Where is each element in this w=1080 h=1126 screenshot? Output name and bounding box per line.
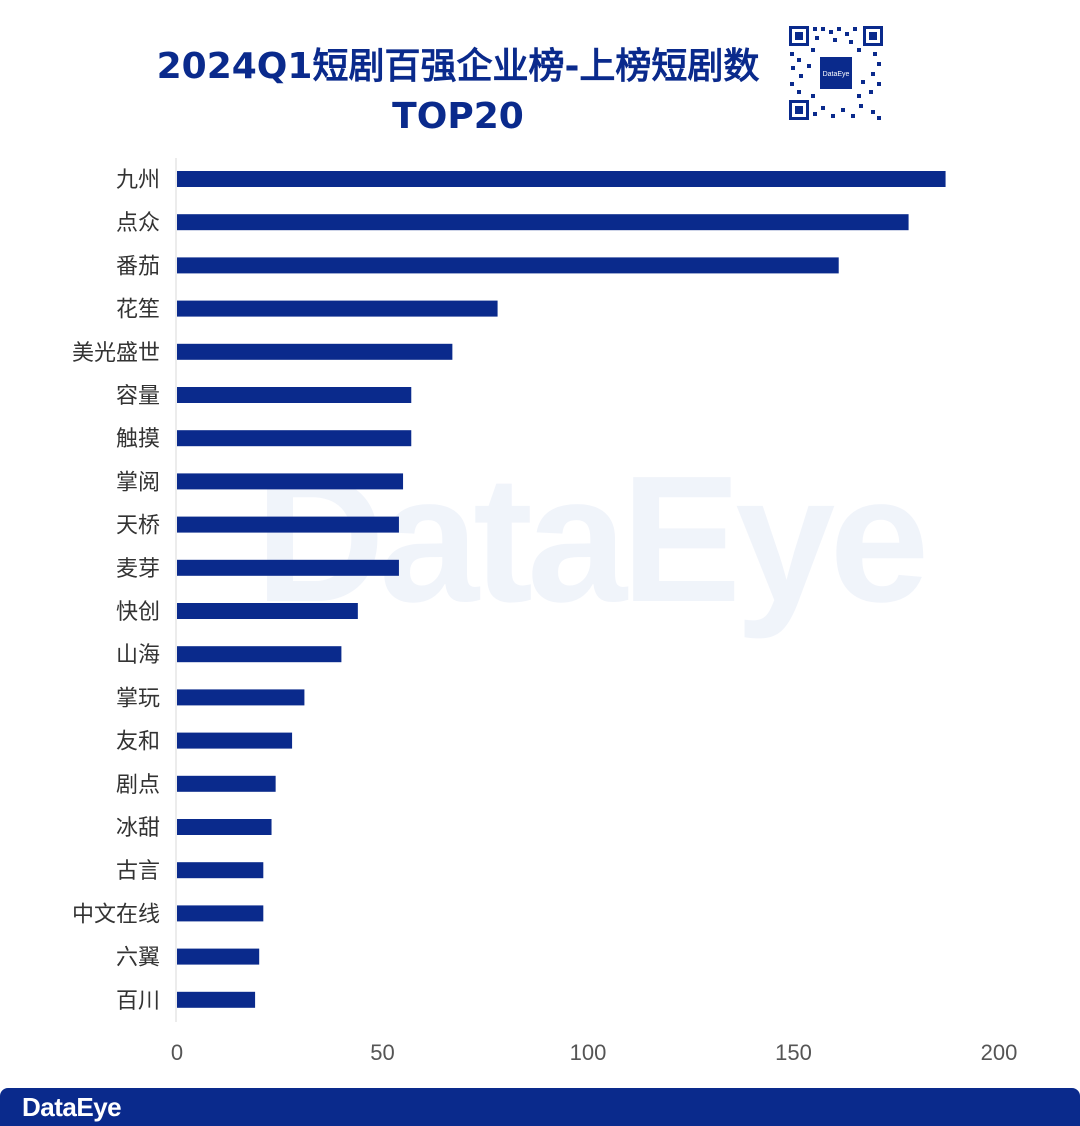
bar (177, 646, 342, 663)
chart-title-line1: 2024Q1短剧百强企业榜-上榜短剧数 (156, 46, 760, 87)
bar (177, 948, 260, 965)
x-tick-label: 150 (775, 1040, 812, 1065)
bar (177, 257, 839, 274)
category-labels-group: 九州点众番茄花笙美光盛世容量触摸掌阅天桥麦芽快创山海掌玩友和剧点冰甜古言中文在线… (72, 168, 160, 1014)
bar (177, 300, 498, 317)
bar (177, 905, 264, 922)
category-label: 麦芽 (116, 557, 160, 582)
category-label: 掌玩 (116, 686, 160, 711)
bar (177, 473, 404, 490)
category-label: 古言 (116, 859, 160, 884)
bar (177, 430, 412, 447)
category-label: 剧点 (116, 773, 160, 798)
bar (177, 343, 453, 360)
bar (177, 516, 399, 533)
x-tick-labels-group: 0 50 100 150 200 (171, 1040, 1017, 1065)
category-label: 百川 (116, 989, 160, 1014)
bar (177, 603, 358, 619)
footer-bar: DataEye (0, 1088, 1080, 1126)
x-tick-label: 0 (171, 1040, 183, 1065)
category-label: 容量 (116, 384, 160, 409)
category-label: 九州 (116, 168, 160, 193)
x-tick-label: 200 (981, 1040, 1018, 1065)
chart-title: 2024Q1短剧百强企业榜-上榜短剧数 TOP20 (120, 42, 796, 142)
category-label: 冰甜 (116, 816, 160, 841)
bar (177, 171, 946, 187)
bar (177, 732, 293, 749)
footer-logo: DataEye (22, 1092, 122, 1122)
bars-group (177, 171, 946, 1008)
category-label: 掌阅 (116, 470, 160, 495)
category-label: 中文在线 (72, 902, 160, 927)
qr-code-icon: DataEye (787, 24, 885, 122)
bar (177, 819, 272, 835)
bar (177, 214, 909, 231)
category-label: 六翼 (116, 946, 160, 971)
category-label: 花笙 (116, 298, 160, 323)
bar-chart: 九州点众番茄花笙美光盛世容量触摸掌阅天桥麦芽快创山海掌玩友和剧点冰甜古言中文在线… (72, 158, 1017, 1065)
category-label: 点众 (116, 211, 160, 236)
bar (177, 689, 305, 706)
category-label: 天桥 (116, 514, 160, 539)
bar (177, 862, 264, 879)
category-label: 美光盛世 (72, 341, 160, 366)
x-tick-label: 100 (570, 1040, 607, 1065)
category-label: 友和 (116, 730, 160, 755)
bar (177, 775, 276, 792)
chart-title-line2: TOP20 (392, 96, 524, 137)
bar (177, 387, 412, 403)
category-label: 山海 (116, 643, 160, 668)
category-label: 番茄 (116, 254, 160, 279)
qr-logo-text: DataEye (823, 71, 850, 78)
category-label: 触摸 (116, 427, 160, 452)
category-label: 快创 (116, 600, 160, 625)
bar (177, 991, 256, 1008)
bar (177, 559, 399, 576)
x-tick-label: 50 (370, 1040, 394, 1065)
